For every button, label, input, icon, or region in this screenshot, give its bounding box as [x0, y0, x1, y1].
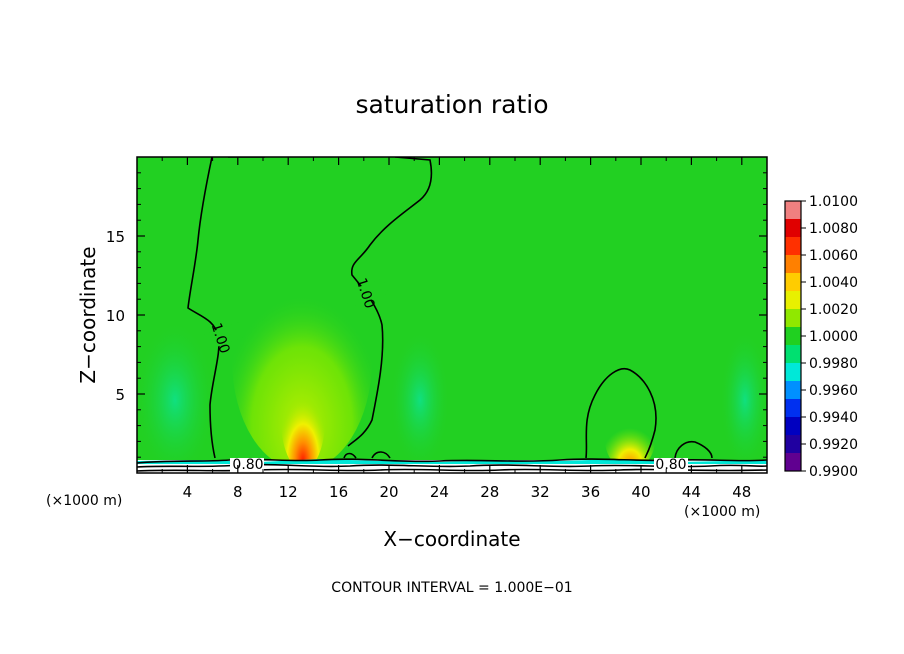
plume-outer — [232, 250, 372, 470]
y-axis-unit-label: (×1000 m) — [46, 493, 122, 509]
x-tick-label: 32 — [531, 483, 550, 501]
colorbar-swatch — [785, 309, 801, 328]
colorbar-label: 0.9980 — [809, 356, 858, 372]
contour-small-1 — [674, 440, 713, 459]
field-background — [137, 157, 767, 473]
colorbar-label: 1.0060 — [809, 248, 858, 264]
y-axis-label: Z−coordinate — [76, 246, 100, 383]
x-tick-label: 28 — [480, 483, 499, 501]
colorbar-swatch — [785, 273, 801, 292]
colorbar-swatch — [785, 345, 801, 364]
y-tick-label: 10 — [106, 307, 125, 325]
colorbar-swatch — [785, 219, 801, 238]
contour-labels: 1.00 1.00 0.80 0.80 — [199, 276, 688, 473]
plume-small — [605, 410, 655, 470]
colorbar-swatch — [785, 417, 801, 436]
field-patch-mid — [390, 330, 450, 470]
colorbar-swatch — [785, 435, 801, 454]
contour-small-2 — [371, 451, 391, 459]
x-tick-label: 36 — [581, 483, 600, 501]
colorbar-swatch — [785, 453, 801, 472]
colorbar-swatch — [785, 363, 801, 382]
colorbar-label: 0.9920 — [809, 437, 858, 453]
x-tick-label: 40 — [631, 483, 650, 501]
contour-label: 0.80 — [655, 457, 686, 473]
plot-area: 1.00 1.00 0.80 0.80 — [137, 157, 767, 473]
contour-small-3 — [343, 452, 357, 459]
colorbar-label: 0.9900 — [809, 464, 858, 480]
chart-title: saturation ratio — [355, 90, 548, 119]
y-tick-label: 5 — [115, 386, 125, 404]
y-axis-ticks: 5 10 15 — [106, 172, 767, 458]
x-tick-label: 16 — [329, 483, 348, 501]
colorbar-swatch — [785, 291, 801, 310]
contour-interval-text: CONTOUR INTERVAL = 1.000E−01 — [331, 580, 572, 596]
colorbar-label: 1.0080 — [809, 221, 858, 237]
colorbar-swatch — [785, 201, 801, 220]
colorbar-label: 0.9960 — [809, 383, 858, 399]
colorbar-swatch — [785, 255, 801, 274]
colorbar-swatch — [785, 399, 801, 418]
y-tick-label: 15 — [106, 228, 125, 246]
x-tick-label: 12 — [279, 483, 298, 501]
colorbar-swatch — [785, 237, 801, 256]
colorbar-label: 1.0020 — [809, 302, 858, 318]
x-axis-unit-label: (×1000 m) — [684, 504, 760, 520]
colorbar-label: 0.9940 — [809, 410, 858, 426]
colorbar: 1.0100 1.0080 1.0060 1.0040 1.0020 1.0000 0.99… — [784, 194, 858, 480]
x-tick-label: 48 — [732, 483, 751, 501]
x-tick-label: 20 — [379, 483, 398, 501]
x-tick-label: 44 — [682, 483, 701, 501]
x-tick-label: 24 — [430, 483, 449, 501]
x-tick-label: 4 — [183, 483, 193, 501]
colorbar-label: 1.0100 — [809, 194, 858, 210]
colorbar-label: 1.0040 — [809, 275, 858, 291]
contour-label: 0.80 — [232, 457, 263, 473]
x-axis-ticks: 4 8 12 16 20 24 28 32 36 40 44 48 — [161, 157, 751, 501]
contour-1-00-main — [187, 157, 433, 459]
field-patch-right — [720, 330, 767, 470]
colorbar-label: 1.0000 — [809, 329, 858, 345]
field-patch-left — [137, 320, 215, 473]
colorbar-swatch — [785, 327, 801, 346]
x-tick-label: 8 — [233, 483, 243, 501]
plume-inner — [281, 370, 325, 470]
contour-1-00-bump — [585, 368, 657, 459]
colorbar-swatch — [785, 381, 801, 400]
surface-band-cyan — [137, 459, 767, 464]
x-axis-label: X−coordinate — [383, 527, 520, 551]
